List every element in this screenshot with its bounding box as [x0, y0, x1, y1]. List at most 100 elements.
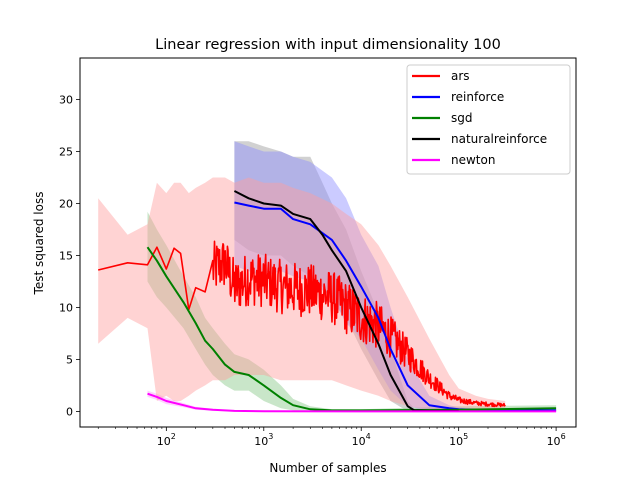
data-point-newton: [234, 410, 236, 412]
data-point-reinforce: [292, 218, 294, 220]
data-point-newton: [195, 408, 197, 410]
data-point-naturalreinforce: [378, 343, 380, 345]
data-point-sgd: [204, 340, 206, 342]
data-point-naturalreinforce: [310, 218, 312, 220]
data-point-sgd: [280, 397, 282, 399]
data-point-ars: [310, 290, 312, 292]
data-point-ars: [195, 287, 197, 289]
data-point-ars: [212, 268, 214, 270]
data-point-naturalreinforce: [322, 234, 324, 236]
data-point-ars: [97, 269, 99, 271]
data-point-ars: [173, 247, 175, 249]
data-point-newton: [458, 411, 460, 413]
band-sgd: [147, 211, 557, 412]
data-point-newton: [212, 409, 214, 411]
data-point-ars: [263, 280, 265, 282]
data-point-sgd: [555, 408, 557, 410]
data-point-ars: [204, 291, 206, 293]
data-point-newton: [183, 404, 185, 406]
data-point-ars: [429, 377, 431, 379]
data-point-reinforce: [429, 404, 431, 406]
data-point-sgd: [310, 409, 312, 411]
data-point-ars: [487, 403, 489, 405]
series-line-newton: [147, 392, 557, 413]
series-lines: [97, 190, 557, 413]
data-point-sgd: [248, 374, 250, 376]
data-point-ars: [475, 402, 477, 404]
data-point-newton: [263, 410, 265, 412]
data-point-naturalreinforce: [407, 405, 409, 407]
data-point-reinforce: [360, 286, 362, 288]
data-point-sgd: [156, 260, 158, 262]
data-point-newton: [360, 411, 362, 413]
data-point-ars: [458, 399, 460, 401]
data-point-ars: [224, 262, 226, 264]
data-point-ars: [504, 404, 506, 406]
legend-label-ars: ars: [451, 69, 470, 83]
data-point-sgd: [183, 302, 185, 304]
data-point-reinforce: [263, 208, 265, 210]
data-point-ars: [156, 246, 158, 248]
data-point-naturalreinforce: [331, 250, 333, 252]
chart-title: Linear regression with input dimensional…: [155, 37, 501, 53]
legend-box: [406, 64, 571, 175]
data-point-naturalreinforce: [280, 205, 282, 207]
data-point-ars: [180, 253, 182, 255]
data-point-newton: [156, 396, 158, 398]
y-tick-label: 5: [66, 353, 73, 366]
series-line-naturalreinforce: [233, 190, 459, 412]
data-point-ars: [331, 296, 333, 298]
data-point-reinforce: [378, 317, 380, 319]
data-point-naturalreinforce: [360, 307, 362, 309]
data-point-reinforce: [234, 202, 236, 204]
data-point-naturalreinforce: [292, 213, 294, 215]
data-point-naturalreinforce: [345, 270, 347, 272]
data-point-reinforce: [248, 205, 250, 207]
y-tick-label: 10: [59, 301, 73, 314]
y-tick-label: 30: [59, 94, 73, 107]
data-point-ars: [360, 317, 362, 319]
data-point-ars: [345, 307, 347, 309]
data-point-newton: [166, 400, 168, 402]
data-point-naturalreinforce: [248, 198, 250, 200]
y-tick-label: 15: [59, 249, 73, 262]
data-point-reinforce: [280, 208, 282, 210]
plot-frame: [79, 57, 577, 428]
y-axis-label: Test squared loss: [32, 192, 46, 296]
legend: ars reinforce sgd naturalreinforce newton: [406, 64, 571, 175]
data-point-sgd: [166, 276, 168, 278]
y-axis: 0 5 10 15 20 25 30: [59, 94, 80, 418]
y-tick-label: 0: [66, 405, 73, 418]
data-point-naturalreinforce: [390, 374, 392, 376]
series-line-ars: [98, 240, 506, 408]
data-point-sgd: [263, 385, 265, 387]
data-point-reinforce: [331, 239, 333, 241]
data-point-ars: [127, 262, 129, 264]
legend-label-reinforce: reinforce: [451, 90, 504, 104]
data-point-ars: [378, 325, 380, 327]
band-naturalreinforce: [234, 141, 459, 412]
legend-label-newton: newton: [451, 153, 495, 167]
y-tick-label: 25: [59, 146, 73, 159]
legend-label-naturalreinforce: naturalreinforce: [451, 132, 547, 146]
data-point-sgd: [147, 246, 149, 248]
data-point-newton: [555, 411, 557, 413]
data-point-naturalreinforce: [234, 190, 236, 192]
data-point-reinforce: [407, 385, 409, 387]
data-point-ars: [292, 288, 294, 290]
data-point-ars: [234, 286, 236, 288]
data-point-reinforce: [310, 224, 312, 226]
data-point-naturalreinforce: [263, 203, 265, 205]
data-point-sgd: [224, 364, 226, 366]
data-point-reinforce: [345, 260, 347, 262]
data-point-sgd: [292, 404, 294, 406]
y-tick-label: 20: [59, 198, 73, 211]
data-point-sgd: [212, 348, 214, 350]
data-point-ars: [407, 353, 409, 355]
legend-label-sgd: sgd: [451, 111, 473, 125]
data-point-sgd: [234, 371, 236, 373]
data-point-ars: [390, 336, 392, 338]
data-point-ars: [448, 395, 450, 397]
data-point-sgd: [195, 322, 197, 324]
